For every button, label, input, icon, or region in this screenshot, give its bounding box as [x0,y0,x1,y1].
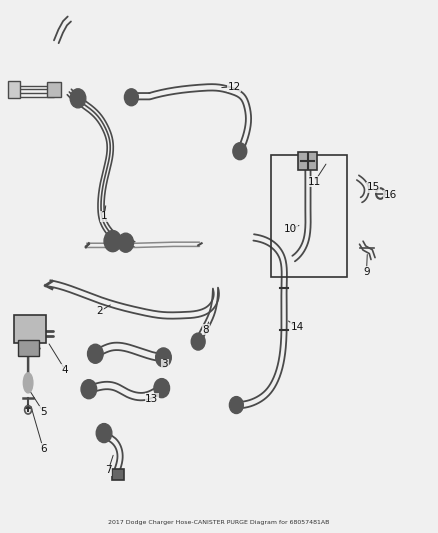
Text: 16: 16 [384,190,397,200]
FancyBboxPatch shape [47,82,61,97]
Circle shape [118,233,134,252]
Circle shape [88,344,103,364]
Circle shape [96,424,112,442]
Text: 1: 1 [101,211,107,221]
Text: 3: 3 [162,359,168,369]
Text: 15: 15 [366,182,380,192]
Text: 10: 10 [284,224,297,235]
Circle shape [230,397,243,414]
Circle shape [70,89,86,108]
Text: 9: 9 [363,267,370,277]
Circle shape [155,348,171,367]
Ellipse shape [23,373,33,393]
Text: 8: 8 [203,325,209,335]
Circle shape [154,378,170,398]
Text: 6: 6 [40,444,46,454]
FancyBboxPatch shape [112,469,124,480]
FancyBboxPatch shape [298,152,318,169]
Text: 4: 4 [62,365,68,375]
FancyBboxPatch shape [18,340,39,356]
Circle shape [191,333,205,350]
FancyBboxPatch shape [8,81,20,98]
Text: 12: 12 [228,82,241,92]
Text: 2017 Dodge Charger Hose-CANISTER PURGE Diagram for 68057481AB: 2017 Dodge Charger Hose-CANISTER PURGE D… [108,520,330,524]
Text: 13: 13 [145,394,159,403]
FancyBboxPatch shape [14,315,46,343]
Text: 2: 2 [96,306,103,317]
Text: 11: 11 [308,177,321,187]
Circle shape [124,89,138,106]
Circle shape [104,231,121,252]
Bar [271,156,347,277]
Circle shape [233,143,247,160]
Text: 14: 14 [290,322,304,332]
Text: 7: 7 [105,465,112,475]
Text: 5: 5 [40,407,46,417]
Circle shape [81,379,97,399]
